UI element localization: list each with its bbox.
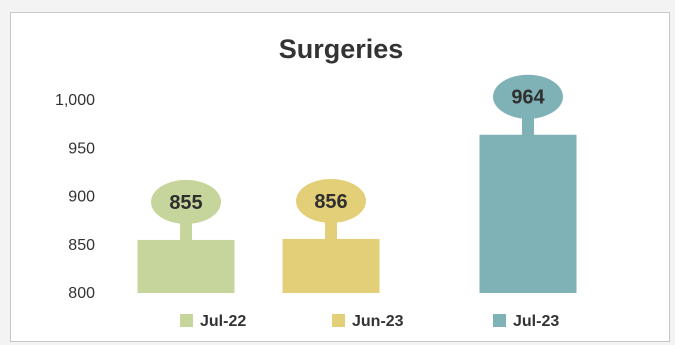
bar	[137, 239, 235, 293]
legend-label: Jul-22	[200, 313, 246, 330]
bar	[282, 238, 380, 293]
data-label: 964	[511, 87, 545, 109]
data-label-bubble	[493, 74, 563, 119]
data-label: 855	[169, 192, 202, 214]
y-tick-label: 800	[68, 285, 95, 302]
legend-swatch	[332, 314, 345, 327]
y-axis: 800 850 900 950 1,000	[55, 92, 95, 302]
data-label-bubble	[151, 179, 221, 224]
y-tick-label: 900	[68, 189, 95, 206]
legend-label: Jul-23	[513, 313, 559, 330]
y-tick-label: 850	[68, 237, 95, 254]
bars	[137, 134, 577, 293]
data-label-bubble	[296, 178, 366, 223]
chart-title: Surgeries	[279, 34, 404, 64]
legend-swatch	[493, 314, 506, 327]
y-tick-label: 1,000	[55, 92, 95, 109]
y-tick-label: 950	[68, 140, 95, 157]
data-labels: 855 856 964	[151, 74, 563, 242]
legend: Jul-22 Jun-23 Jul-23	[180, 313, 559, 330]
bar	[479, 134, 577, 293]
legend-swatch	[180, 314, 193, 327]
chart-panel: Surgeries 800 850 900 950 1,000 855 856 964 Ju…	[10, 12, 670, 342]
bar-chart: Surgeries 800 850 900 950 1,000 855 856 964 Ju…	[55, 34, 577, 330]
legend-label: Jun-23	[352, 313, 404, 330]
data-label: 856	[314, 191, 347, 213]
